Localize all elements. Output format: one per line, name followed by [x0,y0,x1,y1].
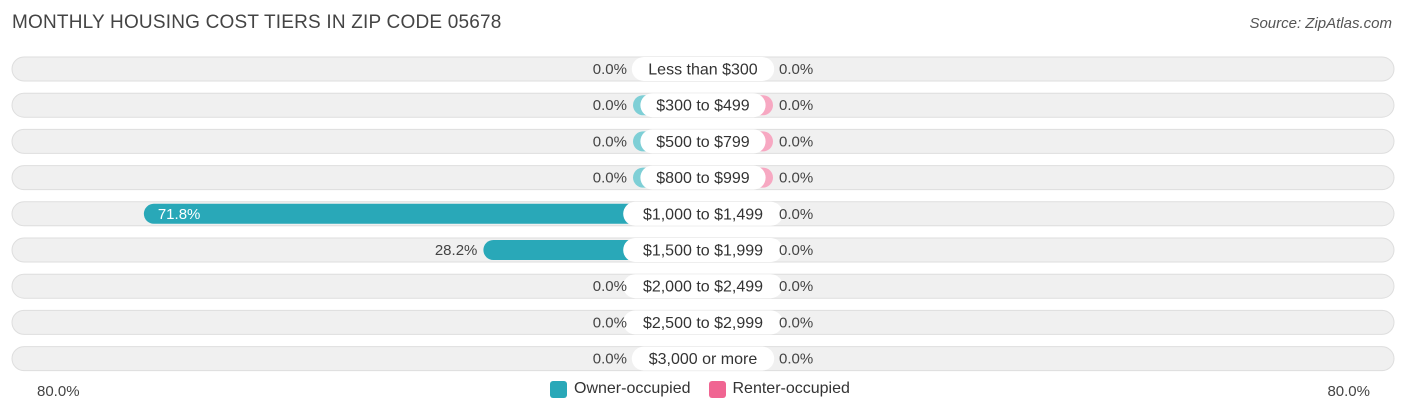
renter-value-label: 0.0% [779,278,813,295]
axis-label-left: 80.0% [37,383,80,400]
category-label: $1,000 to $1,499 [643,206,763,223]
category-label: $3,000 or more [649,351,758,368]
legend-item-owner[interactable]: Owner-occupied [550,380,691,398]
chart-title: MONTHLY HOUSING COST TIERS IN ZIP CODE 0… [12,12,502,33]
legend-item-renter[interactable]: Renter-occupied [708,380,850,398]
category-label-pill [623,238,783,262]
category-label-pill [640,93,766,118]
renter-value-label: 0.0% [779,351,813,368]
category-label: $2,000 to $2,499 [643,279,763,296]
category-label-pill [640,165,766,190]
renter-value-label: 0.0% [779,242,813,259]
owner-value-label: 28.2% [435,242,478,259]
category-label-pill [631,57,775,81]
chart-legend: Owner-occupied Renter-occupied [550,380,868,398]
owner-bar [143,203,704,224]
owner-value-label: 0.0% [593,61,627,78]
renter-value-label: 0.0% [779,170,813,187]
legend-swatch-renter [708,380,726,398]
category-label: $300 to $499 [656,98,750,115]
category-label: Less than $300 [648,62,758,79]
category-label-pill [640,129,766,154]
owner-value-label: 71.8% [158,206,201,223]
renter-value-label: 0.0% [779,314,813,331]
axis-label-right: 80.0% [1327,383,1370,400]
renter-value-label: 0.0% [779,133,813,150]
legend-label-owner: Owner-occupied [574,380,691,397]
chart-source: Source: ZipAtlas.com [1249,15,1392,32]
renter-value-label: 0.0% [779,61,813,78]
category-label: $1,500 to $1,999 [643,243,763,260]
category-label-pill [623,201,783,226]
category-label: $2,500 to $2,999 [643,315,763,332]
owner-value-label: 0.0% [593,314,627,331]
owner-value-label: 0.0% [593,170,627,187]
category-label-pill [623,310,783,335]
category-label: $500 to $799 [656,134,750,151]
category-label-pill [623,274,783,299]
legend-swatch-owner [550,380,567,398]
legend-label-renter: Renter-occupied [732,380,850,397]
owner-value-label: 0.0% [593,351,627,368]
owner-value-label: 0.0% [593,278,627,295]
renter-value-label: 0.0% [779,97,813,114]
owner-value-label: 0.0% [593,133,627,150]
owner-value-label: 0.0% [593,97,627,114]
category-label-pill [631,346,775,371]
renter-value-label: 0.0% [779,206,813,223]
category-label: $800 to $999 [656,170,750,187]
